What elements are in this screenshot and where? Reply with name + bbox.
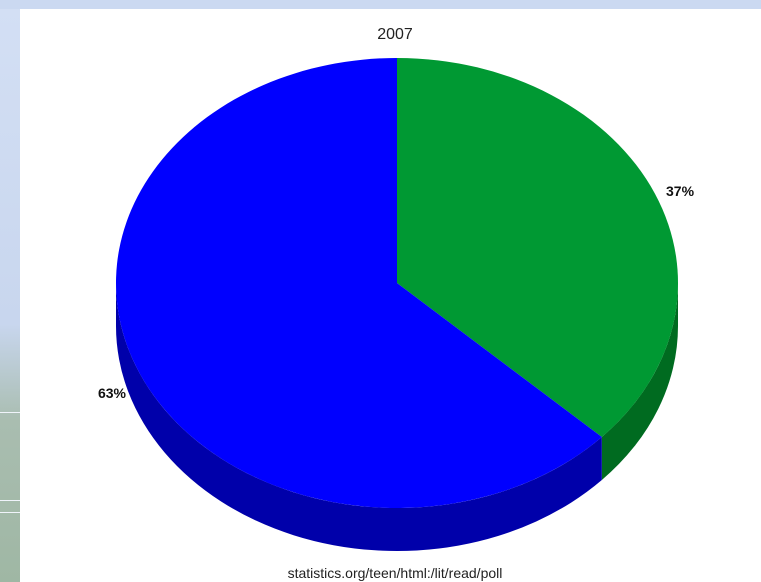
pie-side-layer: [115, 283, 678, 551]
pie-chart: 2007 37% 63% statistics.org/teen/html:/l…: [98, 26, 695, 581]
side-decoration-strip: [0, 9, 20, 582]
pie-side-63: [115, 283, 602, 551]
slice-label-blue: 63%: [98, 385, 127, 401]
source-caption: statistics.org/teen/html:/lit/read/poll: [288, 565, 503, 581]
side-divider: [0, 412, 20, 413]
pie-slice-37: [397, 58, 678, 438]
side-divider: [0, 512, 20, 513]
chart-title: 2007: [377, 26, 413, 43]
side-divider: [0, 500, 20, 501]
chart-card: 2007 37% 63% statistics.org/teen/html:/l…: [20, 9, 761, 582]
pie-top-layer: [116, 58, 678, 508]
pie-slice-63: [116, 58, 602, 508]
slice-label-green: 37%: [666, 183, 695, 199]
pie-side-37: [601, 283, 678, 481]
frame-top-border: [0, 0, 761, 9]
